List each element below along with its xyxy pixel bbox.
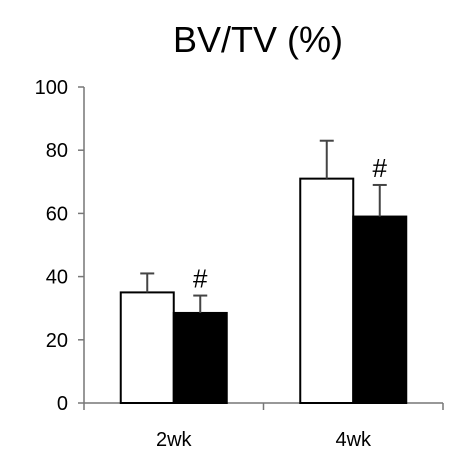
bars: ## [119,139,408,404]
y-tick-label: 80 [46,140,68,162]
bar [299,177,355,404]
y-tick-label: 100 [35,77,68,99]
chart-title: BV/TV (%) [173,19,343,60]
x-tick-label: 2wk [156,429,193,450]
y-tick-label: 0 [57,393,68,415]
y-tick-label: 40 [46,267,68,289]
axis-ticks: 0 20 40 60 80 100 2wk 4wk [35,77,444,450]
y-tick-label: 60 [46,203,68,225]
bar [119,291,175,404]
bar [352,215,408,404]
significance-mark: # [193,264,208,294]
bar [172,311,228,404]
x-tick-label: 4wk [335,429,372,450]
y-tick-label: 20 [46,330,68,352]
significance-mark: # [373,153,388,183]
